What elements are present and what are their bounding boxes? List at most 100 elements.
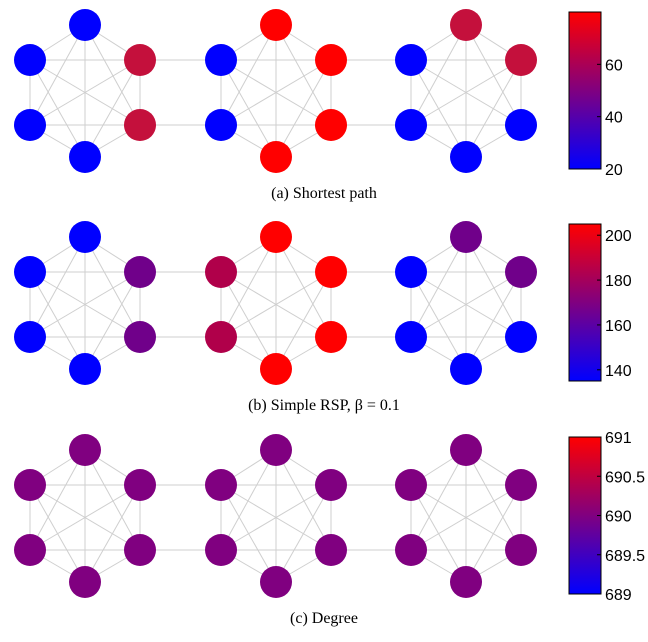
panel-caption: (b) Simple RSP, β = 0.1 (248, 397, 400, 414)
node-right-5 (450, 353, 482, 385)
node-left-1 (14, 256, 46, 288)
edge (275, 484, 332, 583)
edge (465, 484, 522, 583)
edge (465, 271, 522, 370)
node-left-5 (69, 141, 101, 173)
node-middle-5 (260, 353, 292, 385)
edge (84, 59, 141, 158)
edge (84, 271, 141, 370)
colorbar-tick-label: 160 (605, 318, 632, 335)
node-middle-3 (315, 256, 347, 288)
edge (220, 59, 332, 126)
node-middle-1 (205, 44, 237, 76)
node-middle-2 (260, 9, 292, 41)
edge (465, 59, 522, 158)
node-middle-3 (315, 469, 347, 501)
colorbar (569, 224, 601, 381)
node-right-4 (505, 109, 537, 141)
colorbar-tick-label: 40 (605, 110, 623, 127)
colorbar-tick-label: 60 (605, 57, 623, 74)
node-middle-5 (260, 566, 292, 598)
panel-caption: (a) Shortest path (271, 185, 377, 202)
edge (410, 449, 467, 551)
node-left-6 (14, 534, 46, 566)
colorbar-tick-label: 689 (605, 587, 632, 604)
node-right-3 (505, 469, 537, 501)
edge (275, 449, 332, 551)
node-middle-4 (315, 321, 347, 353)
colorbar-tick-label: 20 (605, 162, 623, 179)
node-left-4 (124, 534, 156, 566)
edge (84, 24, 141, 126)
edge (29, 484, 141, 551)
node-middle-4 (315, 109, 347, 141)
node-right-6 (395, 321, 427, 353)
node-left-1 (14, 44, 46, 76)
edge (465, 449, 522, 551)
node-right-2 (450, 221, 482, 253)
edge (465, 24, 522, 126)
node-left-2 (69, 221, 101, 253)
node-left-1 (14, 469, 46, 501)
edge (410, 484, 522, 551)
node-left-3 (124, 469, 156, 501)
colorbar-tick-label: 180 (605, 273, 632, 290)
node-left-5 (69, 353, 101, 385)
edge (410, 59, 522, 126)
node-left-6 (14, 109, 46, 141)
node-right-1 (395, 44, 427, 76)
edge (220, 484, 332, 551)
node-middle-2 (260, 434, 292, 466)
node-middle-6 (205, 321, 237, 353)
colorbar-tick-label: 200 (605, 228, 632, 245)
colorbar-tick-label: 689.5 (605, 548, 645, 565)
node-middle-5 (260, 141, 292, 173)
node-left-4 (124, 321, 156, 353)
node-right-2 (450, 9, 482, 41)
node-left-3 (124, 256, 156, 288)
panel-1: 20 40 60 (a) Shortest path (14, 9, 623, 202)
edge (410, 271, 522, 338)
node-right-3 (505, 256, 537, 288)
node-left-2 (69, 9, 101, 41)
node-middle-1 (205, 469, 237, 501)
colorbar (569, 12, 601, 169)
edge (29, 236, 86, 338)
panel-3: 689 689.5 690 690.5 691 (c) Degree (14, 430, 645, 627)
node-right-5 (450, 141, 482, 173)
edge (465, 236, 522, 338)
node-right-4 (505, 321, 537, 353)
edge (29, 59, 141, 126)
node-left-4 (124, 109, 156, 141)
edge (275, 59, 332, 158)
node-left-6 (14, 321, 46, 353)
node-right-1 (395, 256, 427, 288)
edge (275, 24, 332, 126)
node-right-5 (450, 566, 482, 598)
edge (275, 271, 332, 370)
edge (410, 24, 467, 126)
edge (220, 24, 277, 126)
node-middle-3 (315, 44, 347, 76)
node-right-6 (395, 109, 427, 141)
node-right-6 (395, 534, 427, 566)
edge (220, 449, 277, 551)
edge (84, 449, 141, 551)
colorbar (569, 437, 601, 594)
edge (84, 484, 141, 583)
panel-caption: (c) Degree (290, 610, 358, 627)
colorbar-frame (568, 11, 602, 170)
node-middle-6 (205, 109, 237, 141)
edge (220, 271, 332, 338)
node-left-5 (69, 566, 101, 598)
node-right-1 (395, 469, 427, 501)
edge (275, 236, 332, 338)
colorbar-tick-label: 140 (605, 363, 632, 380)
edge (29, 271, 141, 338)
edge (29, 449, 86, 551)
colorbar-tick-label: 690 (605, 509, 632, 526)
node-right-2 (450, 434, 482, 466)
node-left-2 (69, 434, 101, 466)
node-left-3 (124, 44, 156, 76)
